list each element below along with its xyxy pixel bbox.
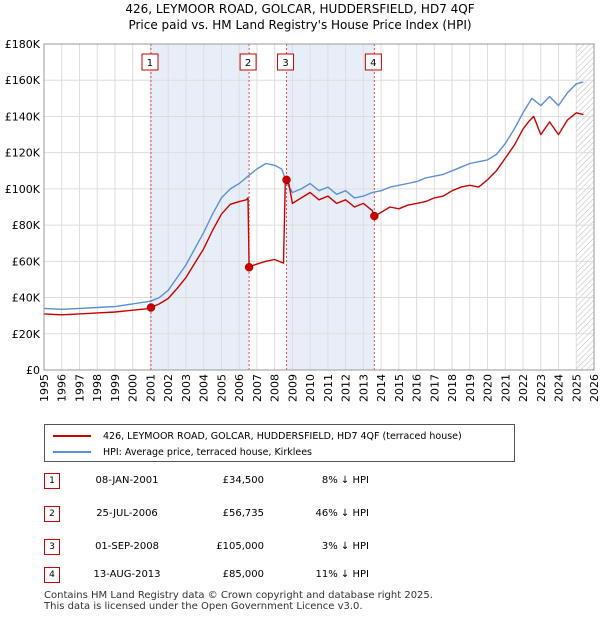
x-tick-label: 2026 xyxy=(588,374,600,402)
x-tick-label: 2024 xyxy=(553,374,566,402)
transaction-dot xyxy=(146,303,156,312)
x-tick-label: 2006 xyxy=(233,374,246,402)
x-tick-label: 2020 xyxy=(482,374,495,402)
y-tick-label: £40K xyxy=(12,292,41,305)
x-tick-label: 2012 xyxy=(340,374,353,402)
transaction-number: 4 xyxy=(44,567,60,583)
chart-legend: 426, LEYMOOR ROAD, GOLCAR, HUDDERSFIELD,… xyxy=(44,424,515,462)
x-tick-label: 2014 xyxy=(375,374,388,402)
transaction-hpi-diff: 11% ↓ HPI xyxy=(315,569,369,580)
transaction-number: 3 xyxy=(44,539,60,555)
transaction-hpi-diff: 3% ↓ HPI xyxy=(321,541,369,552)
x-tick-label: 2018 xyxy=(446,374,459,402)
x-tick-label: 2011 xyxy=(322,374,335,402)
y-tick-label: £0 xyxy=(26,364,40,377)
x-tick-label: 2005 xyxy=(215,374,228,402)
x-tick-label: 1998 xyxy=(91,374,104,402)
marker-label: 3 xyxy=(282,58,288,69)
transaction-date: 08-JAN-2001 xyxy=(95,475,159,486)
x-tick-label: 2008 xyxy=(269,374,282,402)
x-tick-label: 1999 xyxy=(109,374,122,402)
table-row: 3 01-SEP-2008 £105,000 3% ↓ HPI xyxy=(44,539,404,557)
x-tick-label: 2023 xyxy=(535,374,548,402)
x-tick-label: 2015 xyxy=(393,374,406,402)
transaction-dot xyxy=(370,211,379,221)
x-tick-label: 2025 xyxy=(570,374,583,402)
transaction-date: 01-SEP-2008 xyxy=(95,541,159,552)
x-tick-label: 2007 xyxy=(251,374,264,402)
x-tick-label: 1997 xyxy=(73,374,86,402)
x-tick-label: 2022 xyxy=(517,374,530,402)
hpi-line xyxy=(43,81,584,310)
chart-title: 426, LEYMOOR ROAD, GOLCAR, HUDDERSFIELD,… xyxy=(125,2,475,16)
transaction-price: £34,500 xyxy=(222,475,264,486)
legend-label-hpi: HPI: Average price, terraced house, Kirk… xyxy=(103,446,313,458)
x-tick-label: 2021 xyxy=(499,374,512,402)
y-tick-label: £80K xyxy=(12,219,41,232)
transaction-date: 25-JUL-2006 xyxy=(96,508,158,519)
footer-licence: This data is licensed under the Open Gov… xyxy=(44,601,363,612)
shaded-span xyxy=(150,44,250,370)
transaction-price: £105,000 xyxy=(216,541,264,552)
x-tick-label: 2016 xyxy=(411,374,424,402)
marker-box xyxy=(277,53,295,71)
table-row: 4 13-AUG-2013 £85,000 11% ↓ HPI xyxy=(44,567,404,585)
marker-label: 1 xyxy=(147,58,153,69)
transaction-price: £85,000 xyxy=(222,569,264,580)
transaction-number: 2 xyxy=(44,506,60,522)
y-tick-label: £160K xyxy=(5,74,41,87)
y-tick-label: £60K xyxy=(12,255,41,268)
legend-label-property: 426, LEYMOOR ROAD, GOLCAR, HUDDERSFIELD,… xyxy=(103,430,462,442)
legend-swatch-property xyxy=(53,435,91,437)
x-tick-label: 2001 xyxy=(144,374,157,402)
x-tick-label: 2013 xyxy=(357,374,370,402)
footer-copyright: Contains HM Land Registry data © Crown c… xyxy=(44,590,433,601)
x-tick-label: 2002 xyxy=(162,374,175,402)
price-chart: 1 2 3 4 £0 £20K £40K £60K £80K £100K £120K £140K £1… xyxy=(5,38,600,402)
property-price-line xyxy=(43,112,584,316)
legend-item-hpi: HPI: Average price, terraced house, Kirk… xyxy=(53,445,312,459)
transaction-number: 1 xyxy=(44,473,60,489)
transaction-date: 13-AUG-2013 xyxy=(93,569,161,580)
transaction-dot xyxy=(282,175,291,185)
marker-box xyxy=(364,53,382,71)
marker-label: 4 xyxy=(370,58,376,69)
y-tick-label: £20K xyxy=(12,328,41,341)
chart-subtitle: Price paid vs. HM Land Registry's House … xyxy=(128,18,472,32)
x-tick-label: 2004 xyxy=(198,374,211,402)
legend-swatch-hpi xyxy=(53,451,91,453)
marker-box xyxy=(239,53,257,71)
x-tick-label: 1995 xyxy=(38,374,51,402)
x-tick-label: 2019 xyxy=(464,374,477,402)
x-tick-label: 2010 xyxy=(304,374,317,402)
table-row: 2 25-JUL-2006 £56,735 46% ↓ HPI xyxy=(44,506,404,524)
shaded-span xyxy=(286,44,375,370)
x-tick-label: 2009 xyxy=(286,374,299,402)
hatched-region xyxy=(576,44,594,370)
transaction-dot xyxy=(244,262,254,272)
transaction-hpi-diff: 46% ↓ HPI xyxy=(315,508,369,519)
x-tick-label: 2000 xyxy=(127,374,140,402)
x-tick-label: 2003 xyxy=(180,374,193,402)
y-tick-label: £180K xyxy=(5,38,41,51)
transaction-hpi-diff: 8% ↓ HPI xyxy=(321,475,369,486)
legend-item-property: 426, LEYMOOR ROAD, GOLCAR, HUDDERSFIELD,… xyxy=(53,429,462,443)
y-tick-label: £120K xyxy=(5,147,41,160)
x-tick-label: 1996 xyxy=(56,374,69,402)
y-tick-label: £140K xyxy=(5,110,41,123)
marker-label: 2 xyxy=(245,58,251,69)
marker-box xyxy=(141,53,159,71)
table-row: 1 08-JAN-2001 £34,500 8% ↓ HPI xyxy=(44,473,404,491)
plot-border xyxy=(43,43,595,371)
x-tick-label: 2017 xyxy=(428,374,441,402)
y-tick-label: £100K xyxy=(5,183,41,196)
transaction-price: £56,735 xyxy=(222,508,264,519)
